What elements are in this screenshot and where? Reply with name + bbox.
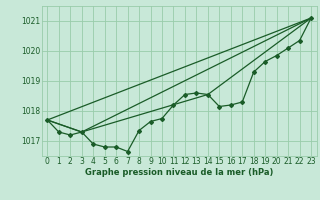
X-axis label: Graphe pression niveau de la mer (hPa): Graphe pression niveau de la mer (hPa) — [85, 168, 273, 177]
